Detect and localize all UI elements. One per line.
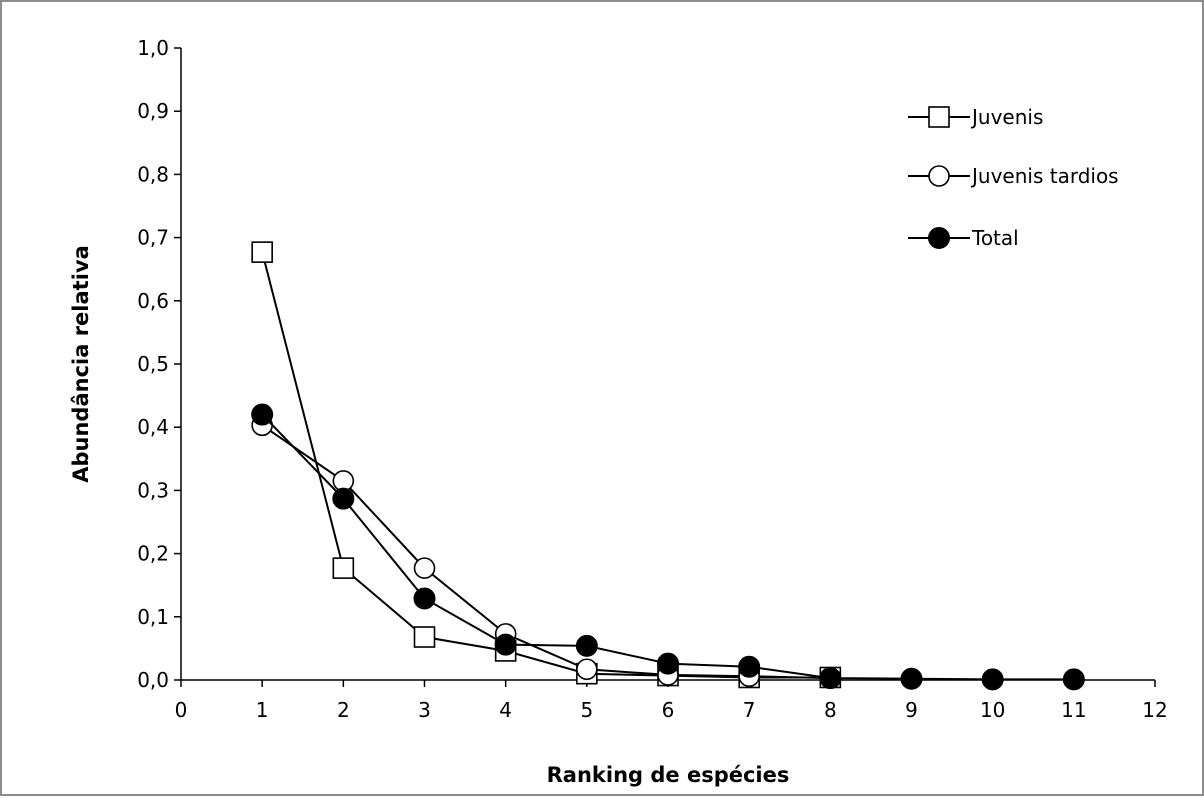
data-point-total [981,668,1004,691]
data-point-total [251,403,274,426]
data-point-total [819,667,842,690]
series-line-juvenis-tardios [261,424,831,680]
data-point-juvenis [251,241,273,263]
series-juvenis-tardios [251,414,842,689]
series-juvenis [251,241,842,689]
data-point-juvenis-tardios [413,557,436,579]
y-tick-label: 0,8 [137,162,169,186]
x-tick-label: 10 [980,698,1005,722]
data-point-total [332,487,355,510]
series-line-juvenis [261,251,831,679]
data-point-juvenis [413,626,436,648]
legend: Juvenis Juvenis tardios Total [908,105,1119,250]
y-tick-label: 0,1 [137,605,169,629]
series-line-total [261,413,1074,681]
y-tick-label: 0,4 [137,415,169,439]
y-tick-label: 0,5 [137,352,169,376]
y-tick-label: 0,9 [137,99,169,123]
x-tick-label: 5 [580,698,593,722]
x-tick-label: 12 [1142,698,1167,722]
legend-marker [928,165,950,187]
data-point-total [413,587,436,610]
legend-item-total: Total [908,226,1019,250]
x-tick-label: 11 [1061,698,1086,722]
legend-label: Juvenis [970,105,1043,129]
x-tick-label: 6 [662,698,675,722]
x-tick-label: 0 [175,698,188,722]
y-tick-label: 1,0 [137,36,169,60]
legend-marker [928,106,950,128]
data-point-total [494,633,517,656]
axes: 0,00,10,20,30,40,50,60,70,80,91,00 1 2 3 4 5 6… [137,36,1168,722]
x-tick-label: 1 [256,698,269,722]
series-layer [251,241,1085,691]
x-tick-label: 7 [743,698,756,722]
legend-label: Total [971,226,1019,250]
data-point-total [575,634,598,657]
y-tick-label: 0,7 [137,226,169,250]
data-point-juvenis [332,557,355,579]
x-tick-label: 4 [499,698,512,722]
x-tick-label: 8 [824,698,837,722]
legend-marker [928,227,950,249]
data-point-total [738,655,761,678]
x-axis-title: Ranking de espécies [547,763,790,787]
x-tick-label: 3 [418,698,431,722]
legend-label: Juvenis tardios [970,164,1119,188]
data-point-total [657,652,679,675]
data-point-total [900,667,923,690]
y-axis-title: Abundância relativa [69,245,93,483]
y-tick-label: 0,2 [137,542,169,566]
y-tick-label: 0,0 [137,668,169,692]
y-tick-label: 0,3 [137,478,169,502]
legend-item-juvenis: Juvenis [908,105,1043,129]
x-tick-label: 9 [905,698,918,722]
legend-item-juvenis-tardios: Juvenis tardios [908,164,1119,188]
x-tick-label: 2 [337,698,350,722]
y-tick-label: 0,6 [137,289,169,313]
series-total [251,403,1085,691]
data-point-total [1062,668,1085,691]
data-point-juvenis-tardios [576,658,598,681]
